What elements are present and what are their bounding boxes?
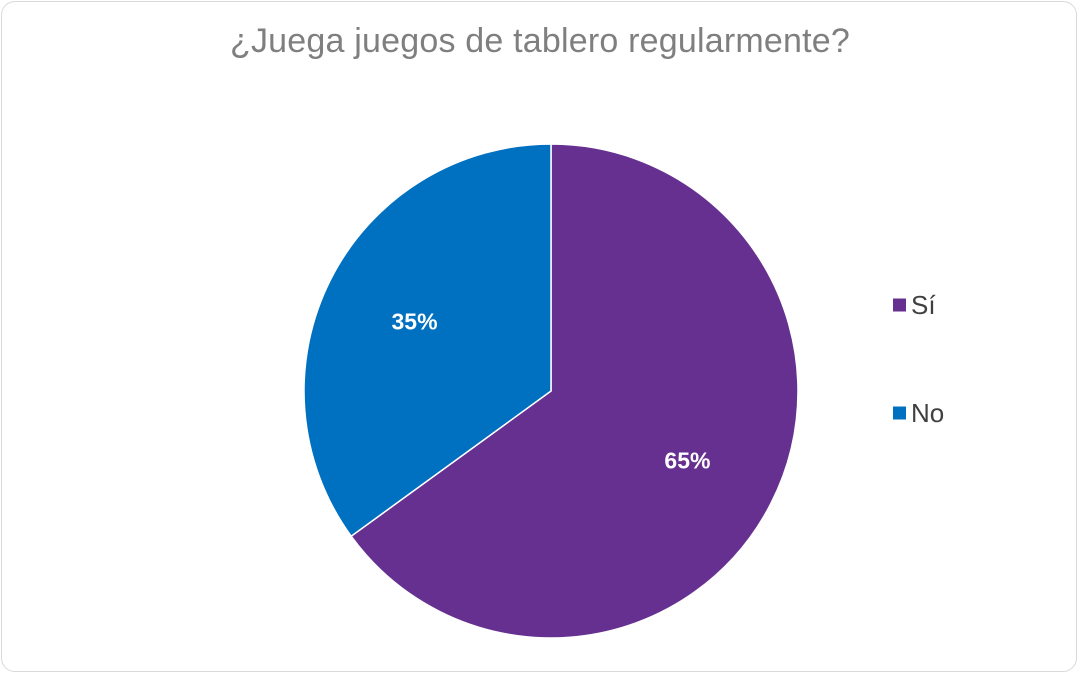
chart-title: ¿Juega juegos de tablero regularmente? [230, 22, 850, 60]
pie-slices [303, 143, 799, 639]
pie-slice-0 [350, 143, 799, 639]
pie-slice-1 [303, 143, 552, 538]
slice-label-0: 65% [664, 448, 710, 474]
legend: Sí No [893, 290, 944, 428]
legend-swatch-0 [893, 298, 906, 312]
legend-label-0: Sí [911, 290, 936, 320]
pie-slice-labels: 65% 35% [392, 308, 711, 473]
legend-swatch-1 [893, 406, 906, 420]
legend-label-1: No [911, 398, 944, 428]
slice-label-1: 35% [392, 308, 438, 334]
